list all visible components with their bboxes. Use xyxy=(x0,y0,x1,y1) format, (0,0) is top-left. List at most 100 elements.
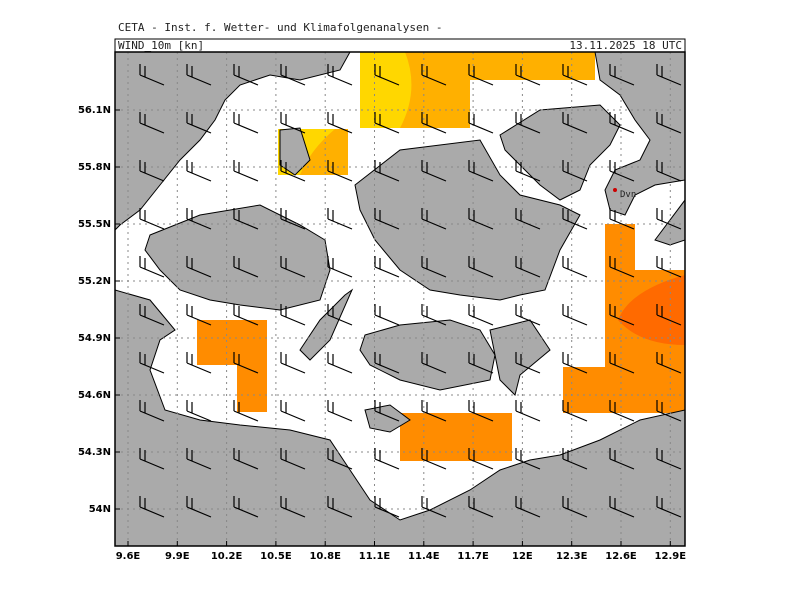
axis-labels: 9.6E 9.9E 10.2E 10.5E 10.8E 11.1E 11.4E 11.7E 12… xyxy=(78,105,686,562)
wind-barb xyxy=(468,208,494,230)
wind-barb xyxy=(327,448,353,470)
wind-barb xyxy=(421,160,447,182)
wind-barb xyxy=(421,256,447,278)
wind-barb xyxy=(280,160,306,182)
wind-barb xyxy=(515,160,541,182)
wind-barb xyxy=(139,448,165,470)
wind-barb xyxy=(515,304,541,326)
wind-barb xyxy=(656,400,682,422)
wind-barb xyxy=(468,352,494,374)
lat-label: 54.9N xyxy=(78,333,111,344)
wind-barb xyxy=(609,352,635,374)
wind-barb xyxy=(515,64,541,86)
variable-label: WIND_10m [kn] xyxy=(118,39,204,52)
wind-barb xyxy=(280,256,306,278)
lon-label: 9.9E xyxy=(165,551,190,562)
lon-label: 11.1E xyxy=(359,551,391,562)
wind-barb xyxy=(374,400,400,422)
wind-barb xyxy=(515,112,541,134)
wind-barb xyxy=(468,64,494,86)
wind-barb xyxy=(233,64,259,86)
wind-barb xyxy=(562,352,588,374)
wind-barb xyxy=(468,448,494,470)
wind-barb xyxy=(186,160,212,182)
lon-label: 12.6E xyxy=(605,551,637,562)
wind-barb xyxy=(186,256,212,278)
lat-label: 55.8N xyxy=(78,162,111,173)
wind-barb xyxy=(186,496,212,518)
wind-barb xyxy=(280,496,306,518)
wind-barb xyxy=(186,352,212,374)
wind-barb xyxy=(374,64,400,86)
wind-barb xyxy=(233,256,259,278)
wind-barb xyxy=(327,160,353,182)
wind-barb xyxy=(374,352,400,374)
wind-barb xyxy=(327,208,353,230)
lon-label: 12E xyxy=(512,551,533,562)
wind-barb xyxy=(421,448,447,470)
wind-barb xyxy=(656,448,682,470)
wind-barb xyxy=(280,112,306,134)
wind-barb xyxy=(656,496,682,518)
wind-barb xyxy=(421,496,447,518)
wind-barb xyxy=(609,160,635,182)
wind-barb xyxy=(374,112,400,134)
wind-barb xyxy=(139,256,165,278)
wind-barb xyxy=(327,352,353,374)
wind-barb xyxy=(186,208,212,230)
wind-barb xyxy=(139,160,165,182)
wind-barb xyxy=(468,304,494,326)
wind-barb xyxy=(139,64,165,86)
wind-barb xyxy=(139,304,165,326)
wind-barb xyxy=(233,496,259,518)
wind-barb xyxy=(468,112,494,134)
lat-label: 54N xyxy=(89,504,111,515)
wind-barb xyxy=(609,496,635,518)
wind-barb xyxy=(280,304,306,326)
lon-label: 12.9E xyxy=(655,551,687,562)
wind-barb xyxy=(280,448,306,470)
wind-barb xyxy=(562,496,588,518)
wind-barb xyxy=(562,304,588,326)
wind-barb xyxy=(327,112,353,134)
land xyxy=(115,52,685,546)
wind-barb xyxy=(374,304,400,326)
wind-barb xyxy=(609,208,635,230)
wind-barb xyxy=(515,352,541,374)
wind-barb xyxy=(656,112,682,134)
wind-barb xyxy=(468,160,494,182)
wind-barb xyxy=(562,448,588,470)
wind-barb xyxy=(186,64,212,86)
wind-barb xyxy=(233,400,259,422)
lon-label: 10.2E xyxy=(211,551,243,562)
wind-barb xyxy=(186,112,212,134)
wind-barb xyxy=(468,400,494,422)
wind-barb xyxy=(609,400,635,422)
wind-barb xyxy=(280,400,306,422)
wind-barb xyxy=(656,64,682,86)
wind-barb xyxy=(139,496,165,518)
station-marker xyxy=(613,188,617,192)
wind-barb xyxy=(233,304,259,326)
wind-barb xyxy=(280,64,306,86)
wind-barb xyxy=(562,160,588,182)
wind-barb xyxy=(233,208,259,230)
lat-label: 56.1N xyxy=(78,105,111,116)
wind-barb xyxy=(327,496,353,518)
wind-barb xyxy=(280,208,306,230)
wind-barb xyxy=(327,304,353,326)
wind-barb xyxy=(421,400,447,422)
wind-barb xyxy=(515,208,541,230)
time-label: 13.11.2025 18 UTC xyxy=(569,39,682,52)
wind-barb xyxy=(139,400,165,422)
map-frame xyxy=(114,51,686,547)
wind-barb xyxy=(656,304,682,326)
wind-barb xyxy=(656,160,682,182)
wind-barb xyxy=(421,304,447,326)
lon-label: 10.5E xyxy=(260,551,292,562)
wind-barb xyxy=(562,256,588,278)
wind-barb xyxy=(327,64,353,86)
wind-barb xyxy=(186,304,212,326)
wind-barb xyxy=(139,208,165,230)
